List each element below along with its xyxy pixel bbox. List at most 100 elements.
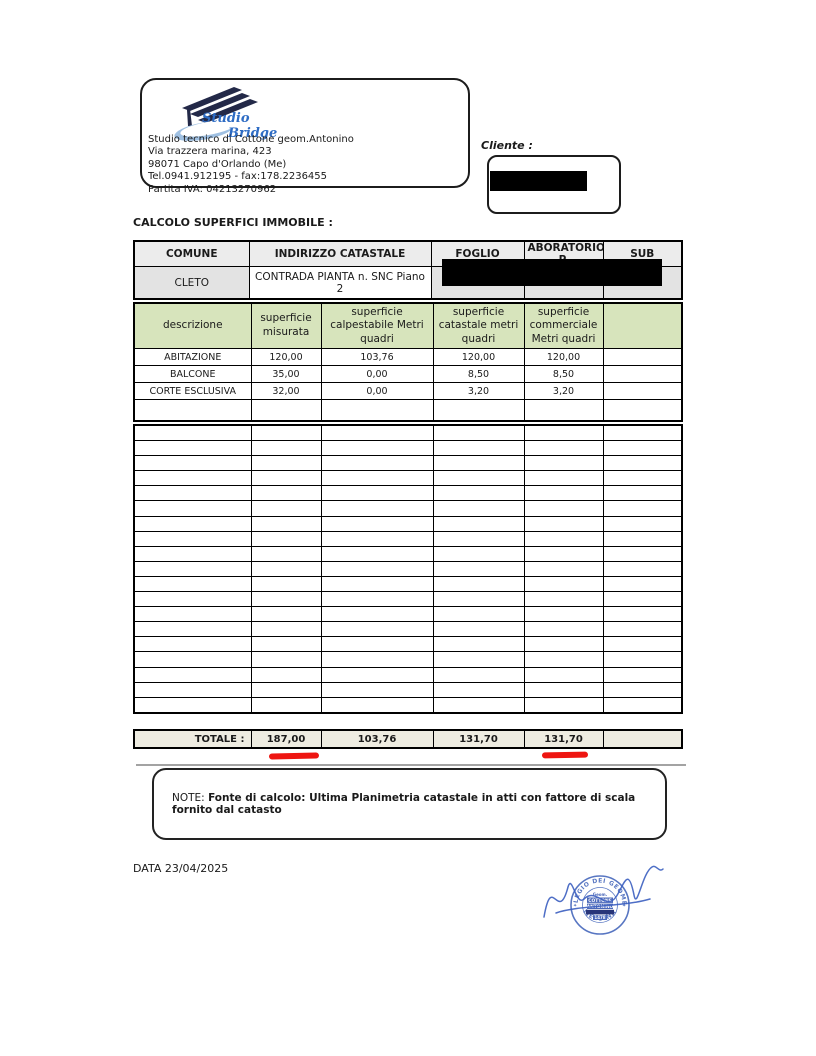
table-cell: [432, 560, 525, 577]
stamp-star-right: ✦: [622, 903, 626, 909]
red-highlight-mark-misurata: [268, 752, 320, 760]
table-cell: [250, 591, 322, 608]
table-cell: [133, 399, 252, 422]
table-cell: [250, 470, 322, 487]
table-shadow-line: [136, 764, 686, 766]
table-cell: 0,00: [320, 382, 434, 400]
table-cell: [432, 515, 525, 532]
total-calpestabile: 103,76: [320, 729, 434, 749]
table-cell: [320, 636, 434, 653]
stamp-center-name: ANTONINO: [587, 904, 614, 910]
table-cell: [133, 681, 252, 698]
table-cell: 3,20: [523, 382, 604, 400]
table-cell: [602, 530, 683, 547]
header-descrizione: descrizione: [133, 302, 252, 349]
table-cell: [432, 575, 525, 593]
table-cell: [250, 485, 322, 502]
table-cell: [523, 606, 604, 623]
table-cell: [523, 621, 604, 638]
note-text: NOTE: Fonte di calcolo: Ultima Planimetr…: [172, 792, 665, 816]
table-cell: [320, 424, 434, 442]
empty-table-row: [133, 485, 683, 502]
stamp-star-left: ✦: [573, 903, 577, 909]
empty-table-row: [133, 545, 683, 562]
table-cell: [320, 651, 434, 668]
table-cell: [523, 666, 604, 683]
table-cell: [602, 606, 683, 623]
cell-comune: CLETO: [133, 266, 250, 300]
table-cell: [133, 424, 252, 442]
table-cell: [250, 545, 322, 562]
stamp-redaction-bar: [586, 909, 614, 915]
header-superficie-misurata: superficie misurata: [250, 302, 322, 349]
empty-table-row: [133, 621, 683, 638]
table-cell: 0,00: [320, 365, 434, 383]
letterhead-box: Studio Bridge Studio tecnico di Cottone …: [140, 78, 470, 195]
table-cell: [523, 636, 604, 653]
surface-table-body: ABITAZIONE 120,00 103,76 120,00 120,00 BALCON…: [133, 348, 683, 400]
letterhead-line: Tel.0941.912195 - fax:178.2236455: [148, 171, 328, 183]
letterhead-line: Studio tecnico di Cottone geom.Antonino: [148, 134, 354, 145]
note-content: Fonte di calcolo: Ultima Planimetria cat…: [172, 792, 636, 816]
table-cell: ABITAZIONE: [133, 348, 252, 366]
table-cell: [432, 681, 525, 698]
table-cell: [133, 545, 252, 562]
table-cell: [602, 560, 683, 577]
swoosh-icon: [174, 120, 236, 141]
client-redaction-bar: [490, 171, 587, 191]
table-cell: [250, 399, 322, 422]
table-cell: [523, 560, 604, 577]
empty-table-row: [133, 515, 683, 532]
surface-table-empty-body: [133, 424, 683, 714]
table-cell: [523, 485, 604, 502]
note-box: NOTE: Fonte di calcolo: Ultima Planimetr…: [152, 768, 667, 840]
table-cell: [432, 636, 525, 653]
notary-stamp: COLLEGIO DEI GEOMETRI MESSINA ✦ ✦ Geom. …: [538, 855, 664, 935]
table-cell: [133, 455, 252, 472]
table-cell: [602, 399, 683, 422]
empty-table-row: [133, 470, 683, 487]
table-cell: [250, 681, 322, 698]
table-cell: [523, 530, 604, 547]
table-cell: [432, 651, 525, 668]
table-cell: [523, 545, 604, 562]
header-indirizzo: INDIRIZZO CATASTALE: [248, 240, 432, 267]
table-cell: [250, 560, 322, 577]
table-cell: [133, 560, 252, 577]
table-cell: [602, 696, 683, 714]
table-cell: CORTE ESCLUSIVA: [133, 382, 252, 400]
table-cell: [432, 621, 525, 638]
table-cell: [523, 455, 604, 472]
table-cell: 32,00: [250, 382, 322, 400]
table-cell: 35,00: [250, 365, 322, 383]
table-cell: [133, 696, 252, 714]
header-superficie-calpestabile: superficie calpestabile Metri quadri: [320, 302, 434, 349]
surface-table-empty-block1: [133, 399, 683, 422]
table-cell: [133, 500, 252, 517]
table-cell: [320, 666, 434, 683]
table-cell: [432, 545, 525, 562]
table-cell: [523, 575, 604, 593]
table-cell: [320, 681, 434, 698]
table-cell: [250, 575, 322, 593]
surface-table-empty-grid: [133, 424, 683, 714]
table-cell: [320, 696, 434, 714]
table-cell: [432, 440, 525, 457]
table-cell: 120,00: [432, 348, 525, 366]
stamp-center-number: 1478: [594, 915, 605, 920]
empty-table-row: [133, 399, 683, 422]
table-cell: [432, 666, 525, 683]
total-empty: [602, 729, 683, 749]
section-title: CALCOLO SUPERFICI IMMOBILE :: [133, 216, 333, 229]
cell-indirizzo: CONTRADA PIANTA n. SNC Piano 2: [248, 266, 432, 300]
table-cell: [133, 621, 252, 638]
signature-icon: [543, 865, 664, 918]
letterhead-line: Partita IVA: 04213270962: [148, 183, 277, 195]
table-cell: [602, 500, 683, 517]
table-cell: [602, 681, 683, 698]
table-cell: [320, 515, 434, 532]
table-cell: 120,00: [523, 348, 604, 366]
empty-table-row: [133, 530, 683, 547]
letterhead-lines: Studio tecnico di Cottone geom.Antonino …: [148, 134, 354, 196]
surface-table: descrizione superficie misurata superfic…: [133, 302, 683, 422]
